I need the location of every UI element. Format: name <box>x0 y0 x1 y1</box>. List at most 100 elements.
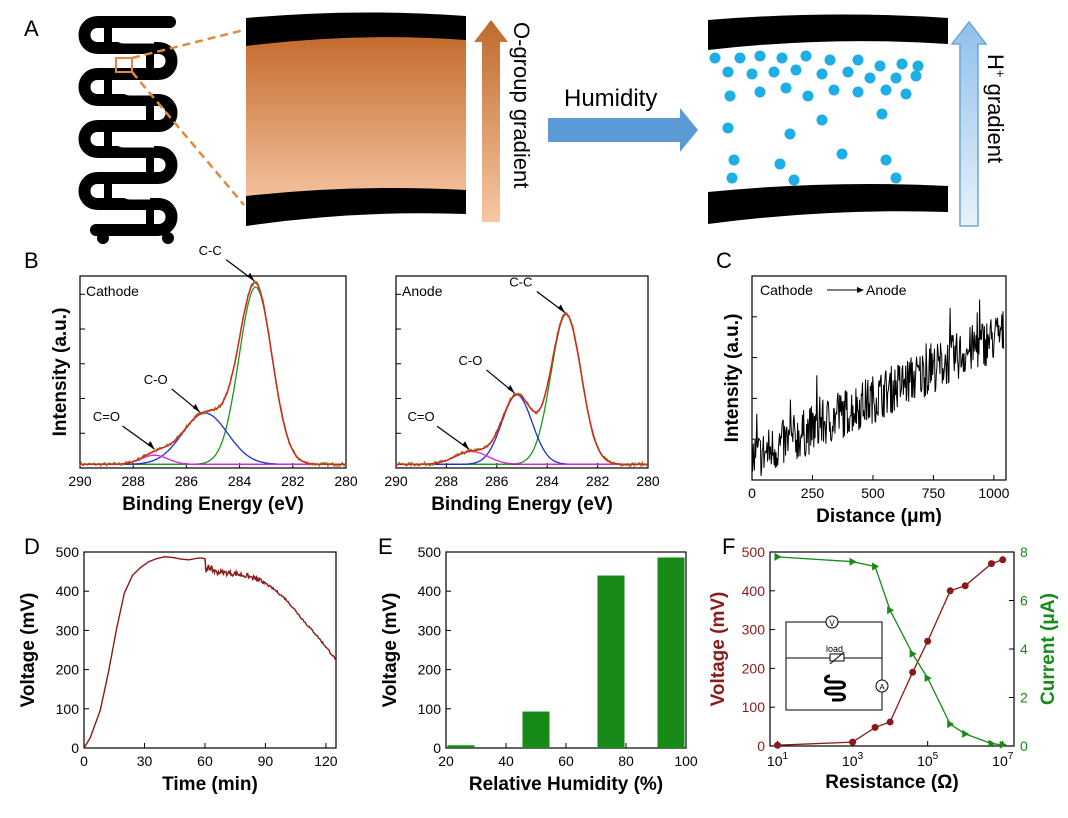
x-axis-title: Relative Humidity (%) <box>469 774 663 795</box>
xps-raw-line <box>79 280 347 469</box>
annotation-arrowhead <box>192 403 200 412</box>
x-tick-label: 0 <box>80 753 88 769</box>
xps-title: Anode <box>402 283 443 299</box>
x-tick-base: 10 <box>842 753 858 769</box>
proton-dot <box>790 64 802 76</box>
x-tick-label: 1000 <box>978 485 1009 501</box>
x-tick-label: 30 <box>137 753 153 769</box>
y2-tick-label: 0 <box>1020 738 1028 754</box>
annotation-arrowhead <box>462 441 470 450</box>
e-frame <box>445 551 687 749</box>
annotation-from: Cathode <box>760 282 813 298</box>
xps-envelope-line <box>396 313 648 465</box>
annotation-arrowhead <box>147 440 155 449</box>
x-tick-exponent: 1 <box>783 751 789 762</box>
o-group-gradient-text: O-group gradient <box>509 22 534 188</box>
proton-dot <box>802 90 814 102</box>
proton-dot <box>780 82 792 94</box>
x-tick-label: 101 <box>767 751 789 769</box>
h-sup: + <box>993 70 1008 78</box>
current-point <box>909 649 917 658</box>
y-tick-label: 0 <box>757 738 765 754</box>
annotation-arrowhead <box>507 384 515 393</box>
x-tick-label: 60 <box>558 753 574 769</box>
voltage-point <box>886 718 894 726</box>
o-group-gradient-arrow <box>474 20 508 222</box>
B-cathode-frame <box>79 275 347 469</box>
proton-dot <box>776 52 788 64</box>
y-axis-title: Voltage (mV) <box>708 592 729 707</box>
intensity-line <box>751 299 1005 476</box>
x-tick-label: 250 <box>801 485 825 501</box>
x-tick-label: 286 <box>485 473 509 489</box>
ammeter-label: A <box>879 683 885 692</box>
c-frame <box>751 275 1007 481</box>
y-tick-label: 100 <box>742 699 766 715</box>
proton-dot <box>880 154 892 166</box>
y-tick-label: 500 <box>742 544 766 560</box>
proton-dot <box>828 84 840 96</box>
x-axis-title: Distance (μm) <box>816 506 942 527</box>
current-point <box>849 557 857 566</box>
x-tick-label: 120 <box>314 753 338 769</box>
y-tick-label: 200 <box>742 660 766 676</box>
load-arrow <box>829 651 845 665</box>
x-tick-label: 282 <box>586 473 610 489</box>
voltage-point <box>987 560 995 568</box>
voltage-point <box>961 582 969 590</box>
panel-f-label: F <box>722 534 735 559</box>
proton-dot <box>876 108 888 120</box>
proton-dot <box>784 128 796 140</box>
x-tick-label: 284 <box>228 473 252 489</box>
voltage-time-line <box>83 555 337 749</box>
proton-dot <box>788 174 800 186</box>
current-point <box>947 720 955 729</box>
proton-dot <box>800 50 812 62</box>
x-tick-base: 10 <box>992 753 1008 769</box>
zoom-box <box>115 57 133 73</box>
x-tick-label: 280 <box>334 473 358 489</box>
y-tick-label: 400 <box>56 583 80 599</box>
annotation-to: Anode <box>866 282 907 298</box>
y-tick-label: 300 <box>742 622 766 638</box>
x-tick-label: 284 <box>536 473 560 489</box>
x-axis-title: Binding Energy (eV) <box>431 494 613 515</box>
graphene-top-layer <box>246 12 466 47</box>
x-tick-label: 107 <box>992 751 1014 769</box>
y-tick-label: 200 <box>418 662 442 678</box>
current-point <box>887 606 895 615</box>
voltage-point <box>999 556 1007 564</box>
y-tick-label: 0 <box>71 740 79 756</box>
proton-dot <box>722 66 734 78</box>
y-tick-label: 500 <box>56 544 80 560</box>
proton-dot <box>852 86 864 98</box>
humidity-arrow <box>548 108 698 152</box>
x-tick-label: 103 <box>842 751 864 769</box>
y-tick-label: 200 <box>56 662 80 678</box>
proton-dot <box>896 58 908 70</box>
proton-dot <box>816 68 828 80</box>
proton-dot <box>722 122 734 134</box>
xps-envelope-line <box>80 281 346 465</box>
proton-dot <box>754 50 766 62</box>
y-tick-label: 300 <box>56 622 80 638</box>
x-tick-label: 290 <box>384 473 408 489</box>
voltage-point <box>871 723 879 731</box>
peak-label: C-O <box>144 372 168 387</box>
panel-d-label: D <box>24 534 40 559</box>
xps-raw-line <box>395 311 649 469</box>
proton-dot <box>864 72 876 84</box>
d-frame <box>83 551 337 749</box>
proton-dot <box>734 52 746 64</box>
y-tick-label: 100 <box>418 701 442 717</box>
current-point <box>999 740 1007 749</box>
y-tick-label: 0 <box>433 740 441 756</box>
y-tick-label: 400 <box>418 583 442 599</box>
x-tick-base: 10 <box>767 753 783 769</box>
panel-c-label: C <box>716 248 732 273</box>
xps-title: Cathode <box>86 283 139 299</box>
proton-dot <box>900 88 912 100</box>
xps-peak-c-c <box>80 286 346 465</box>
y-tick-label: 100 <box>56 701 80 717</box>
